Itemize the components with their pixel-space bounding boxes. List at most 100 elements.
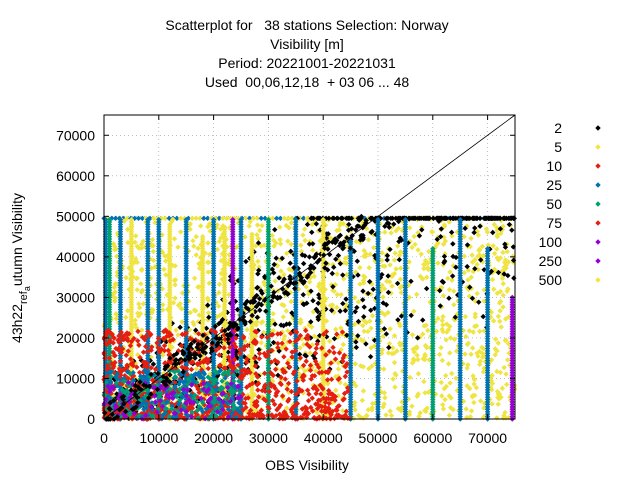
data-point <box>367 353 374 360</box>
data-point <box>498 394 504 400</box>
data-point <box>465 277 471 283</box>
data-point <box>411 308 417 315</box>
data-point <box>277 241 284 247</box>
data-point <box>367 251 373 258</box>
data-point <box>430 215 437 222</box>
data-point <box>154 340 160 346</box>
data-point <box>351 321 358 328</box>
data-point <box>381 366 387 372</box>
data-point <box>270 372 276 379</box>
data-point <box>477 223 483 229</box>
data-point <box>382 312 388 318</box>
data-point <box>380 300 386 306</box>
data-point <box>423 285 430 292</box>
data-point <box>226 291 232 298</box>
data-point <box>193 366 200 372</box>
data-point <box>491 221 497 228</box>
data-point <box>480 313 486 320</box>
data-point <box>135 352 141 358</box>
data-point <box>296 389 302 395</box>
data-point <box>356 217 362 223</box>
data-point <box>118 349 125 356</box>
data-point <box>367 215 374 222</box>
data-point <box>300 372 306 379</box>
data-point <box>445 361 452 367</box>
data-point <box>298 242 304 248</box>
data-point <box>218 258 224 264</box>
data-point <box>439 326 445 333</box>
data-point <box>415 356 421 363</box>
data-point <box>328 412 334 418</box>
data-point <box>386 224 392 230</box>
data-point <box>476 299 482 305</box>
data-point <box>389 273 395 280</box>
data-point <box>270 328 276 334</box>
data-point <box>353 339 359 345</box>
data-point <box>301 341 307 348</box>
data-point <box>145 216 151 223</box>
data-point <box>167 338 173 344</box>
data-point <box>331 349 337 356</box>
data-point <box>363 413 370 419</box>
data-point <box>399 399 405 405</box>
data-point <box>385 289 392 296</box>
data-point <box>457 216 463 223</box>
data-point <box>396 215 402 222</box>
data-point <box>340 397 346 403</box>
data-point <box>337 220 344 226</box>
data-point <box>352 308 358 315</box>
data-point <box>113 345 119 352</box>
data-point <box>240 373 247 379</box>
data-point <box>277 330 284 337</box>
data-point <box>277 224 283 230</box>
data-point <box>429 229 436 235</box>
data-point <box>319 403 325 410</box>
data-point <box>468 351 474 357</box>
data-point <box>261 279 267 285</box>
data-point <box>277 402 284 408</box>
data-point <box>272 357 278 364</box>
data-point <box>117 216 124 223</box>
data-point <box>495 340 501 346</box>
data-point <box>408 278 414 284</box>
data-point <box>216 290 222 296</box>
data-point <box>326 215 332 222</box>
data-point <box>407 374 413 381</box>
chart-title: Scatterplot for 38 stations Selection: N… <box>0 16 614 92</box>
data-point <box>216 352 223 358</box>
title-line-1: Scatterplot for 38 stations Selection: N… <box>165 17 449 33</box>
data-point <box>366 265 372 271</box>
data-point <box>224 244 230 250</box>
data-point <box>195 331 202 337</box>
data-point <box>329 391 336 397</box>
data-point <box>416 413 422 420</box>
data-point <box>353 344 360 351</box>
data-point <box>314 405 321 412</box>
data-point <box>247 407 254 414</box>
data-point <box>239 414 246 421</box>
data-point <box>354 258 361 264</box>
data-point <box>378 350 385 357</box>
data-point <box>212 329 219 336</box>
data-point <box>433 328 440 334</box>
data-point <box>453 375 459 382</box>
data-point <box>474 215 480 222</box>
data-point <box>397 276 404 282</box>
data-point <box>272 321 278 327</box>
data-point <box>396 257 403 263</box>
data-point <box>135 215 142 222</box>
data-point <box>112 295 118 301</box>
data-point <box>110 340 116 346</box>
data-point <box>307 367 314 374</box>
data-point <box>255 327 261 334</box>
data-point <box>379 250 385 256</box>
data-point <box>141 364 148 370</box>
data-point <box>449 370 455 377</box>
data-point <box>384 257 390 263</box>
data-point <box>324 377 331 383</box>
data-point <box>310 241 316 247</box>
data-point <box>314 215 321 222</box>
data-point <box>437 287 443 294</box>
data-point <box>116 340 123 346</box>
data-point <box>275 344 281 351</box>
